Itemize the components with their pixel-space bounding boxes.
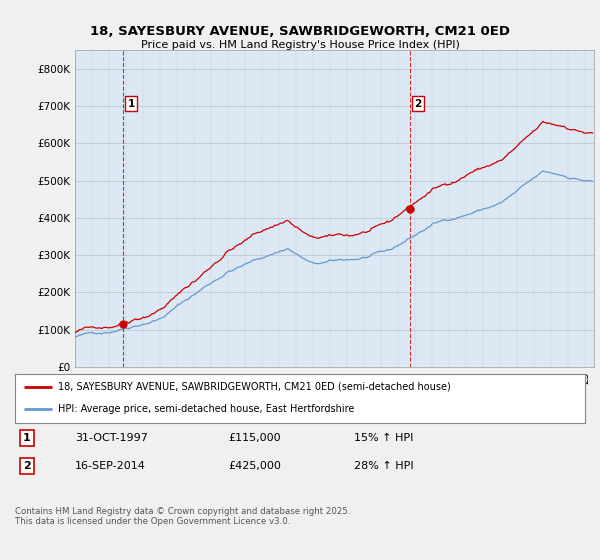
Text: 16-SEP-2014: 16-SEP-2014 xyxy=(75,461,146,471)
Text: 2: 2 xyxy=(23,461,31,471)
Text: £425,000: £425,000 xyxy=(228,461,281,471)
Text: 15% ↑ HPI: 15% ↑ HPI xyxy=(354,433,413,443)
Text: 28% ↑ HPI: 28% ↑ HPI xyxy=(354,461,413,471)
Text: 1: 1 xyxy=(23,433,31,443)
Text: 1: 1 xyxy=(127,99,135,109)
Text: Price paid vs. HM Land Registry's House Price Index (HPI): Price paid vs. HM Land Registry's House … xyxy=(140,40,460,50)
Text: £115,000: £115,000 xyxy=(228,433,281,443)
Text: 18, SAYESBURY AVENUE, SAWBRIDGEWORTH, CM21 0ED (semi-detached house): 18, SAYESBURY AVENUE, SAWBRIDGEWORTH, CM… xyxy=(58,382,451,392)
Text: Contains HM Land Registry data © Crown copyright and database right 2025.
This d: Contains HM Land Registry data © Crown c… xyxy=(15,507,350,526)
Text: 2: 2 xyxy=(415,99,422,109)
Text: 31-OCT-1997: 31-OCT-1997 xyxy=(75,433,148,443)
Text: 18, SAYESBURY AVENUE, SAWBRIDGEWORTH, CM21 0ED: 18, SAYESBURY AVENUE, SAWBRIDGEWORTH, CM… xyxy=(90,25,510,38)
Text: HPI: Average price, semi-detached house, East Hertfordshire: HPI: Average price, semi-detached house,… xyxy=(58,404,354,414)
